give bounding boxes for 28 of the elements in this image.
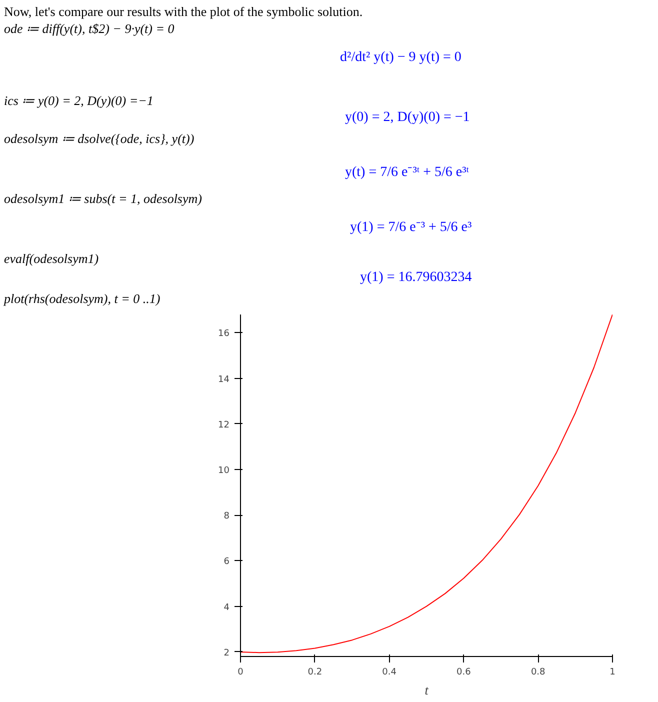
x-tick-label: 0.4 — [382, 668, 397, 678]
y-tick-label: 14 — [218, 374, 230, 385]
y-tick-label: 12 — [218, 420, 230, 430]
text: Now, let's compare our results with the plot of the symbolic solution. — [4, 3, 363, 21]
text: y(1) = 7/6 e⁻³ + 5/6 e³ — [350, 219, 472, 237]
x-tick-label: 0 — [238, 668, 244, 678]
x-tick-label: 0.2 — [308, 668, 322, 678]
text: y(1) = 16.79603234 — [360, 269, 472, 287]
y-tick-label: 16 — [218, 329, 230, 340]
text: odesolsym1 ≔ subs(t = 1, odesolsym) — [4, 190, 202, 208]
x-tick-label: 0.8 — [530, 668, 546, 678]
x-tick-label: 1 — [610, 668, 616, 678]
line-series — [240, 314, 612, 654]
y-tick-label: 10 — [218, 466, 230, 476]
text: ics ≔ y(0) = 2, D(y)(0) =−1 — [4, 92, 154, 110]
x-axis-title: t — [424, 682, 429, 698]
y-tick-label: 4 — [224, 602, 230, 613]
text: y(0) = 2, D(y)(0) = −1 — [345, 109, 470, 127]
text: ode ≔ diff(y(t), t$2) − 9·y(t) = 0 — [4, 20, 174, 38]
text: plot(rhs(odesolsym), t = 0 ..1) — [4, 290, 160, 308]
x-tick-label: 0.6 — [456, 668, 472, 678]
text: odesolsym ≔ dsolve({ode, ics}, y(t)) — [4, 130, 194, 148]
y-tick-label: 2 — [224, 648, 230, 658]
text: evalf(odesolsym1) — [4, 250, 99, 268]
text: y(t) = 7/6 e⁻³ᵗ + 5/6 e³ᵗ — [345, 164, 469, 182]
text: d²/dt² y(t) − 9 y(t) = 0 — [340, 49, 462, 67]
y-tick-label: 6 — [224, 557, 230, 568]
y-tick-label: 8 — [224, 512, 230, 522]
